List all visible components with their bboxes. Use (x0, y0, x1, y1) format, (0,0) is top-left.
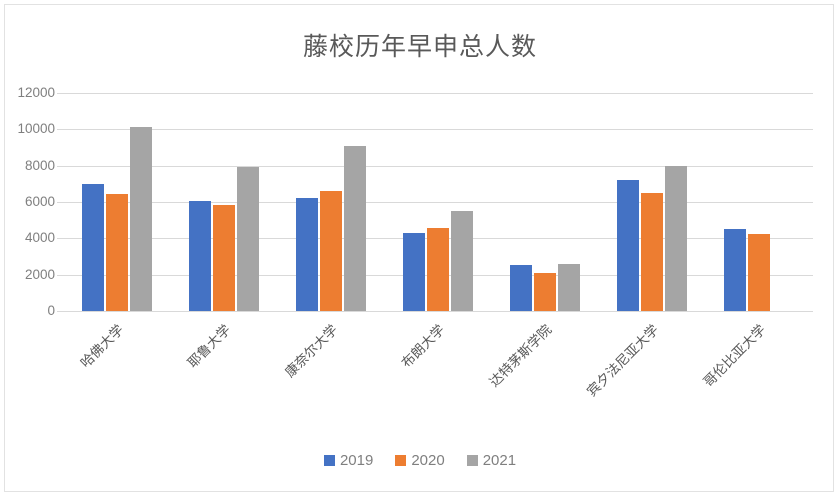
bar-2021-哈佛大学[interactable] (129, 126, 152, 311)
legend-item-2019[interactable]: 2019 (323, 452, 374, 469)
x-axis-label-0: 哈佛大学 (77, 321, 126, 371)
y-axis-label: 2000 (24, 266, 55, 282)
y-axis-tick (57, 93, 63, 94)
bar-2020-哥伦比亚大学[interactable] (748, 233, 771, 311)
bar-2019-耶鲁大学[interactable] (188, 201, 211, 311)
bar-2021-布朗大学[interactable] (450, 211, 473, 311)
bar-group (170, 93, 277, 311)
y-axis-tick (57, 165, 63, 167)
bar-2019-康奈尔大学[interactable] (295, 198, 318, 311)
bar-2019-宾夕法尼亚大学[interactable] (617, 180, 640, 311)
bar-2020-康奈尔大学[interactable] (319, 191, 342, 311)
bar-2021-耶鲁大学[interactable] (236, 166, 259, 311)
x-axis-label-3: 布朗大学 (398, 321, 448, 371)
bar-2021-达特茅斯学院[interactable] (558, 263, 581, 311)
legend-label: 2020 (411, 452, 445, 469)
legend-label: 2021 (482, 452, 517, 469)
bar-group (384, 93, 491, 311)
bar-2020-布朗大学[interactable] (426, 227, 449, 311)
bar-2019-哈佛大学[interactable] (81, 183, 104, 311)
y-axis-label: 10000 (17, 121, 55, 137)
bar-2020-哈佛大学[interactable] (105, 194, 128, 311)
chart-title: 藤校历年早申总人数 (302, 33, 537, 61)
chart-legend: 2019 2020 2021 (5, 453, 835, 468)
x-axis-label-1: 耶鲁大学 (184, 321, 234, 371)
x-axis-label-2: 康奈尔大学 (281, 321, 341, 381)
bar-2021-宾夕法尼亚大学[interactable] (665, 166, 688, 311)
x-axis-label-4: 达特茅斯学院 (486, 321, 555, 390)
x-axis-label-6: 哥伦比亚大学 (700, 321, 769, 390)
bar-group (492, 93, 599, 311)
x-axis-label-5: 宾夕法尼亚大学 (584, 321, 662, 400)
y-axis-label: 6000 (24, 194, 55, 209)
gridline (63, 129, 813, 131)
y-axis-label: 12000 (17, 85, 55, 100)
y-axis-tick (57, 238, 63, 240)
bar-2020-耶鲁大学[interactable] (212, 204, 235, 311)
bar-2020-宾夕法尼亚大学[interactable] (641, 192, 664, 311)
y-axis-label: 8000 (24, 157, 55, 173)
bar-2020-达特茅斯学院[interactable] (534, 273, 557, 311)
chart-container: 藤校历年早申总人数 0 2000 4000 6000 8000 10000 12000 哈佛… (4, 4, 834, 492)
y-axis-tick (57, 311, 63, 312)
y-axis-label: 0 (47, 303, 55, 318)
bar-2019-布朗大学[interactable] (402, 232, 425, 311)
bar-2019-达特茅斯学院[interactable] (510, 265, 533, 311)
bar-group (599, 93, 706, 311)
y-axis-tick (57, 274, 63, 276)
bar-group (277, 93, 384, 311)
legend-swatch-icon (323, 455, 335, 466)
legend-swatch-icon (466, 455, 478, 466)
bar-group (706, 93, 813, 311)
gridline (63, 93, 813, 94)
gridline (63, 311, 813, 312)
y-axis-tick (57, 202, 63, 203)
gridline (63, 165, 813, 167)
legend-item-2020[interactable]: 2020 (395, 452, 445, 469)
bar-2021-康奈尔大学[interactable] (343, 146, 366, 311)
y-axis-tick (57, 129, 63, 131)
legend-label: 2019 (339, 452, 374, 469)
gridline (63, 202, 813, 203)
plot-area: 0 2000 4000 6000 8000 10000 12000 (17, 86, 813, 317)
legend-swatch-icon (395, 455, 407, 466)
bar-2019-哥伦比亚大学[interactable] (724, 229, 747, 311)
y-axis-label: 4000 (24, 230, 55, 246)
bar-group (63, 93, 170, 311)
legend-item-2021[interactable]: 2021 (466, 452, 517, 469)
